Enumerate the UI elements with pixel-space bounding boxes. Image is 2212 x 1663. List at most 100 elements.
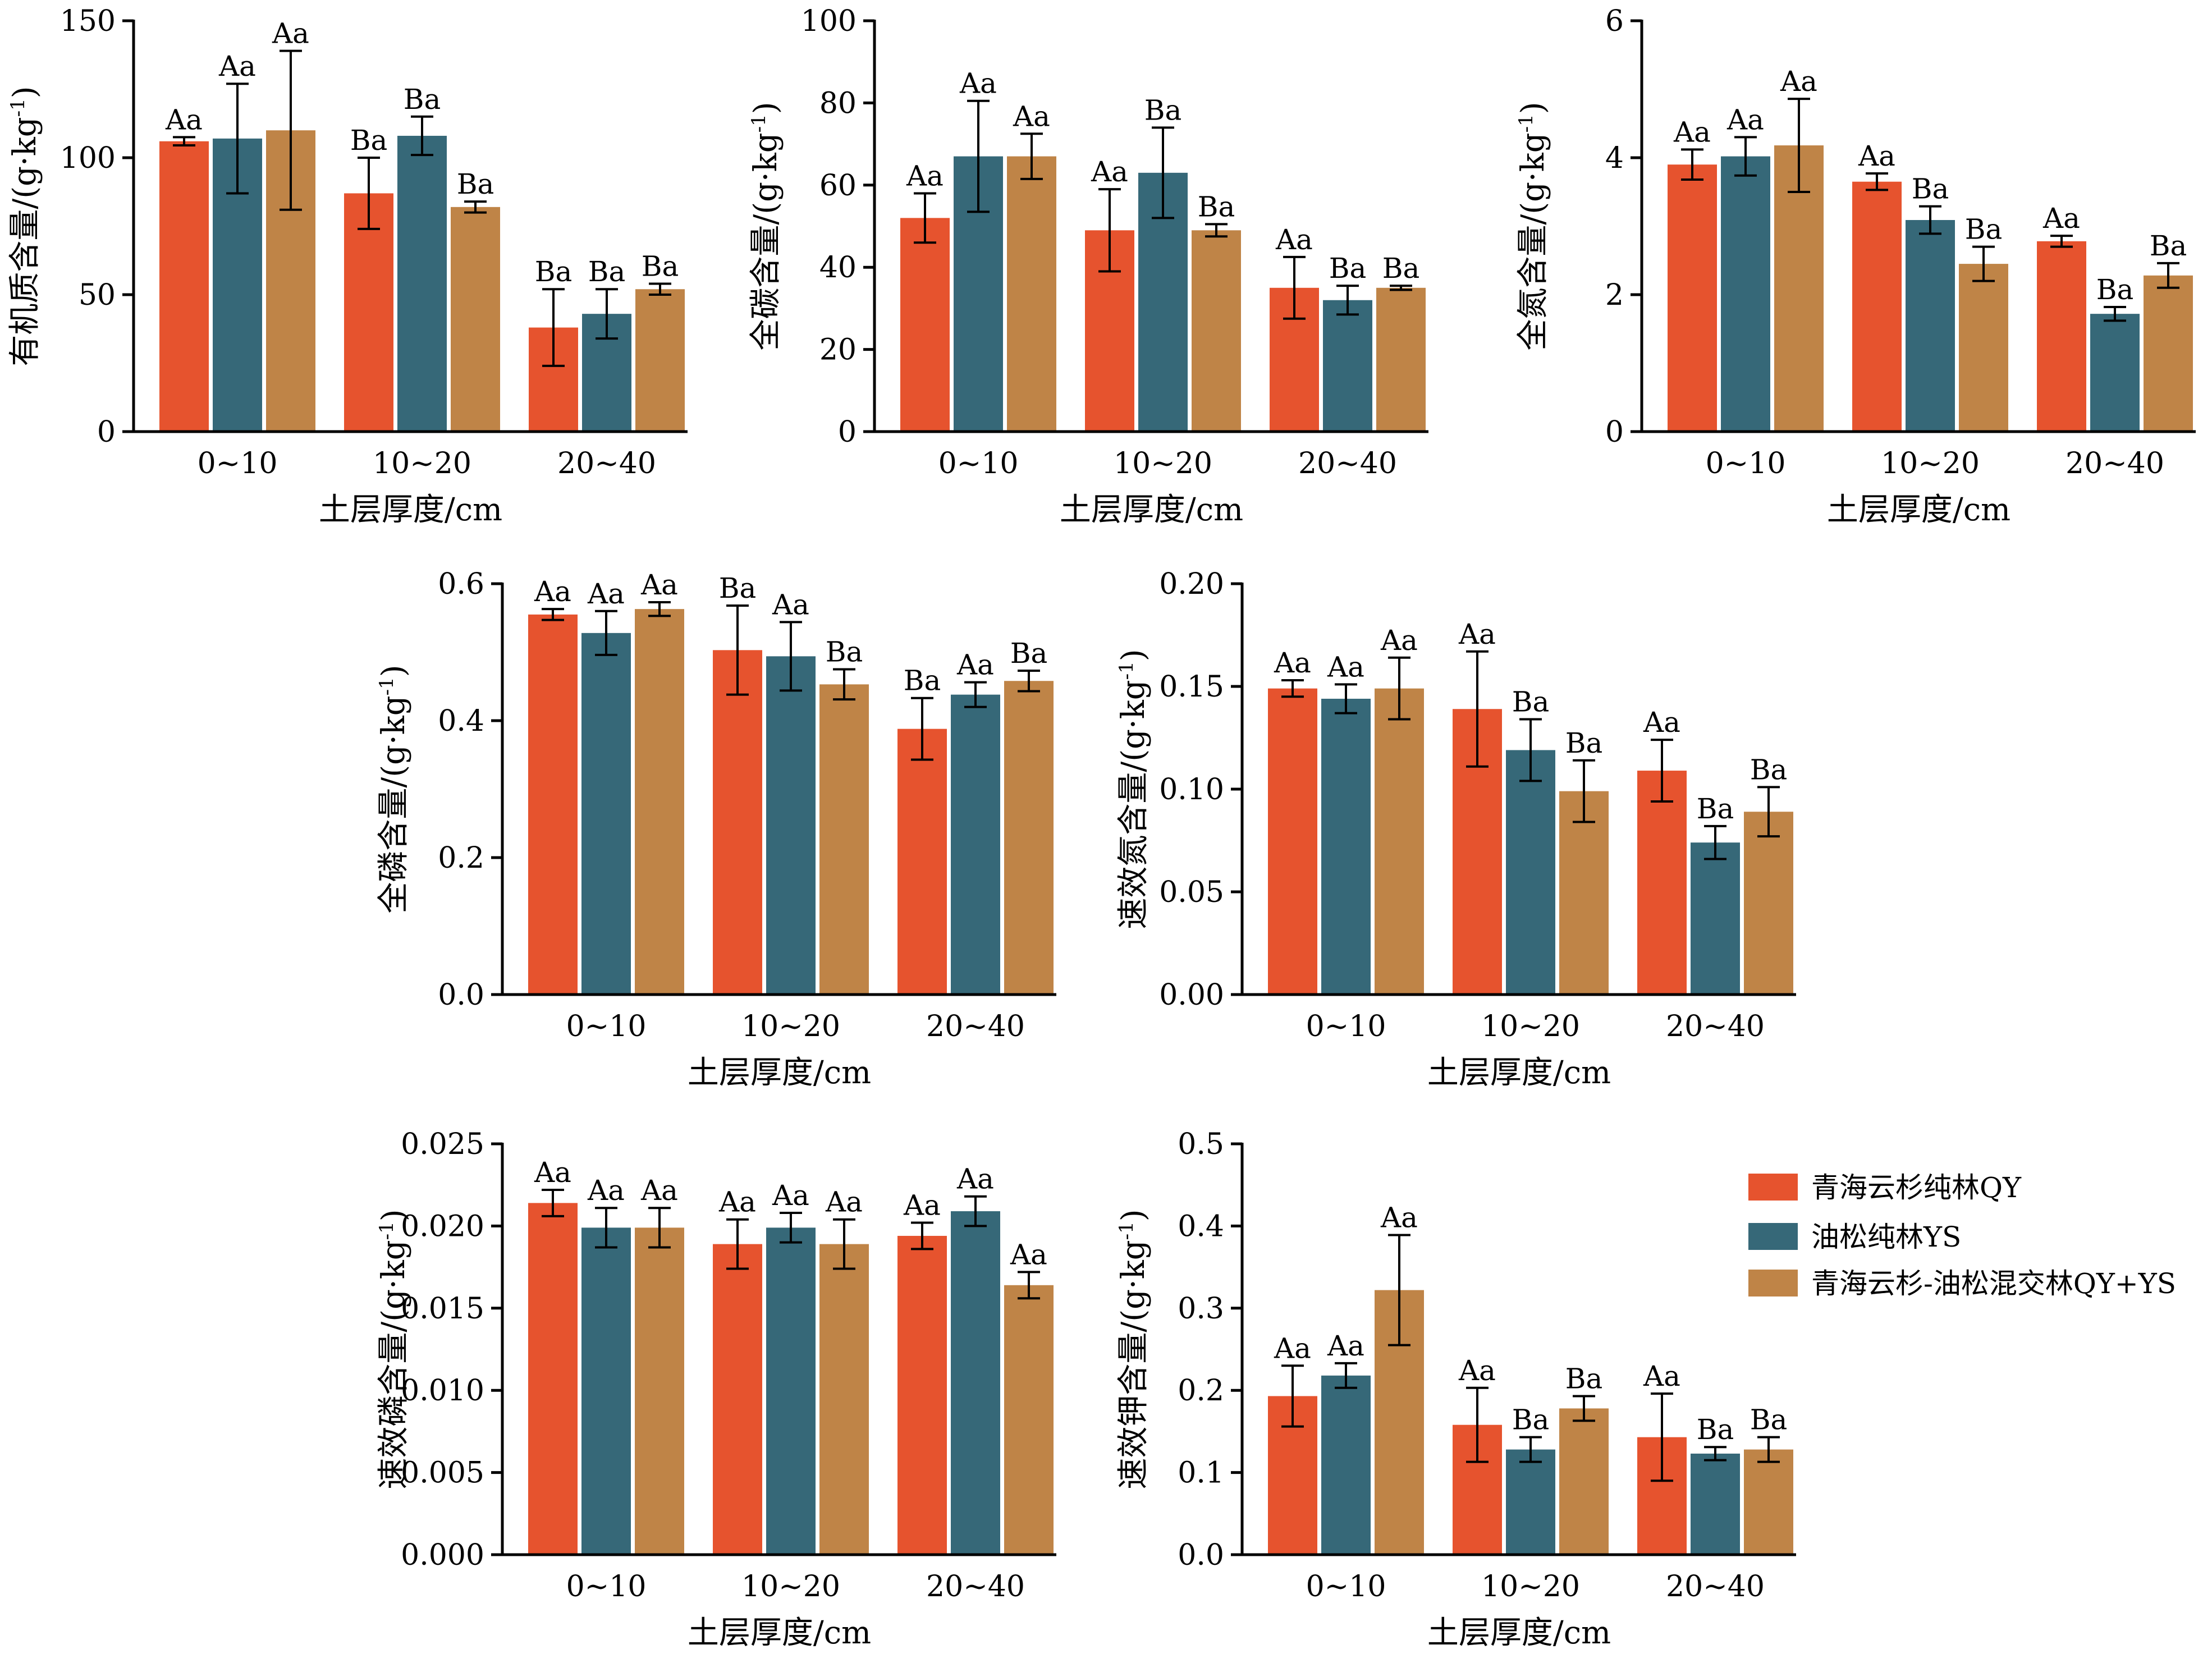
significance-label: Aa [1458,618,1496,650]
significance-label: Aa [772,588,809,621]
significance-label: Aa [1643,706,1680,739]
x-tick-label: 10~20 [1114,447,1212,480]
y-axis-title-tail: ) [1115,1209,1152,1221]
y-tick-label: 50 [79,278,116,312]
bar [344,193,393,432]
bar [1004,681,1054,995]
y-tick-label: 6 [1605,4,1624,38]
bar [635,609,684,995]
y-tick-label: 40 [819,251,857,285]
x-tick-label: 20~40 [2066,447,2164,480]
y-tick-label: 80 [819,86,857,120]
y-axis-title-superscript: -1 [1515,114,1537,132]
bar [1668,164,1717,432]
bar [581,633,631,995]
bar [1559,791,1609,995]
y-tick-label: 0.0 [438,978,484,1012]
significance-label: Aa [1380,624,1418,657]
bar [2144,275,2193,432]
significance-label: Aa [906,159,944,192]
y-tick-label: 0.020 [401,1210,484,1243]
y-axis-title: 速效磷含量/(g·kg-1) [375,1209,412,1489]
legend-label: 青海云杉-油松混交林QY+YS [1811,1267,2176,1300]
bar [1559,1408,1609,1555]
significance-label: Ba [588,255,626,288]
y-tick-label: 0.10 [1159,773,1224,807]
x-tick-label: 20~40 [1666,1570,1765,1604]
x-tick-label: 0~10 [1306,1570,1386,1604]
y-axis-title-tail: ) [1115,649,1152,661]
y-tick-label: 4 [1605,141,1624,175]
significance-label: Ba [1512,686,1550,718]
significance-label: Ba [404,83,441,116]
legend: 青海云杉纯林QY 油松纯林YS 青海云杉-油松混交林QY+YS [1748,1171,2176,1300]
bar [2037,241,2086,432]
y-tick-label: 0.4 [1178,1210,1224,1243]
significance-label: Ba [2150,230,2187,262]
y-axis-title-superscript: -1 [748,114,770,132]
significance-label: Ba [642,250,679,282]
significance-label: Ba [535,255,573,288]
x-axis-title: 土层厚度/cm [1827,492,2011,528]
bar [1007,156,1056,432]
significance-label: Ba [1512,1404,1550,1436]
bar [1691,1453,1740,1555]
bar [713,650,762,995]
significance-label: Aa [1327,1330,1364,1362]
significance-label: Aa [272,17,309,50]
y-axis-title-tail: ) [1515,102,1551,114]
bar [1744,812,1793,995]
significance-label: Aa [1380,1202,1418,1234]
x-tick-label: 10~20 [1481,1010,1580,1043]
y-tick-label: 0.0 [1178,1538,1224,1572]
y-axis-title-main: 有机质含量/(g·kg [7,117,43,366]
x-tick-label: 10~20 [741,1570,840,1604]
bar [897,1235,947,1555]
significance-label: Aa [1458,1354,1496,1387]
chart-panel-1: Aa Ba Ba Aa Ba Ba Aa Ba Ba 0 50 100 150 0~10 10~20 20~4… [7,4,688,528]
chart-panel-3: Aa Aa Aa Aa Ba Ba Aa Ba Ba 0 2 4 6 0~10 10~20 20~40 土层厚度… [1515,4,2196,528]
y-axis-title-tail: ) [375,1209,412,1221]
significance-label: Aa [587,1174,625,1207]
legend-swatch [1748,1223,1798,1250]
y-tick-label: 150 [60,4,116,38]
y-tick-label: 0.3 [1178,1292,1224,1326]
bar [1004,1285,1054,1555]
significance-label: Aa [1274,1332,1311,1364]
significance-label: Aa [1091,155,1128,188]
significance-label: Ba [350,124,388,157]
x-tick-label: 0~10 [1706,447,1786,480]
significance-label: Ba [1565,727,1603,759]
x-axis-title: 土层厚度/cm [1427,1615,1611,1651]
chart-panel-4: Aa Ba Ba Aa Aa Aa Aa Ba Ba 0.0 0.2 0.4 0.6 0~10 10~20 2… [375,567,1056,1091]
y-axis-title: 全碳含量/(g·kg-1) [748,102,784,350]
significance-label: Aa [959,67,997,100]
y-tick-label: 0 [97,415,116,449]
bar [766,1227,816,1555]
y-axis-title: 全氮含量/(g·kg-1) [1515,102,1551,350]
x-tick-label: 10~20 [1881,447,1980,480]
x-tick-label: 20~40 [557,447,656,480]
significance-label: Ba [1697,792,1734,825]
legend-label: 青海云杉纯林QY [1811,1171,2022,1204]
significance-label: Aa [534,575,571,608]
y-axis-title-main: 速效钾含量/(g·kg [1115,1240,1152,1489]
significance-label: Aa [956,1163,994,1195]
y-axis-title-tail: ) [7,86,43,98]
significance-label: Ba [1750,753,1788,786]
significance-label: Aa [1013,100,1050,132]
x-axis-title: 土层厚度/cm [688,1615,871,1651]
bar [951,1211,1000,1555]
bar [581,1227,631,1555]
bar [713,1244,762,1555]
significance-label: Aa [956,649,994,681]
significance-label: Aa [1858,140,1895,172]
bar [1323,300,1372,432]
significance-label: Ba [1010,637,1048,670]
bar [1376,287,1426,432]
y-tick-label: 0.5 [1178,1128,1224,1161]
significance-label: Ba [1912,173,1949,205]
y-tick-label: 0.015 [401,1292,484,1326]
significance-label: Aa [1274,647,1311,679]
significance-label: Aa [2042,202,2080,235]
